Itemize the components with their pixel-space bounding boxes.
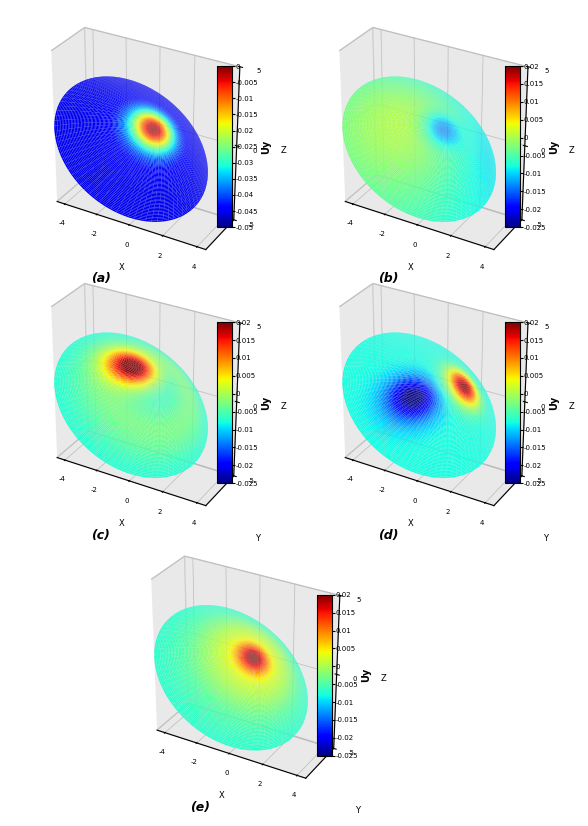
Text: (b): (b) — [379, 273, 399, 286]
Text: (a): (a) — [91, 273, 111, 286]
Y-axis label: Y: Y — [543, 278, 548, 287]
Text: (e): (e) — [191, 801, 211, 814]
Y-axis label: Uy: Uy — [261, 396, 271, 410]
X-axis label: X: X — [119, 519, 125, 528]
Y-axis label: Uy: Uy — [549, 396, 559, 410]
X-axis label: X: X — [407, 263, 413, 272]
X-axis label: X: X — [119, 263, 125, 272]
Y-axis label: Uy: Uy — [261, 140, 271, 154]
X-axis label: X: X — [219, 791, 225, 800]
Y-axis label: Y: Y — [255, 278, 260, 287]
Y-axis label: Y: Y — [355, 806, 360, 815]
Text: (c): (c) — [91, 529, 110, 542]
Y-axis label: Uy: Uy — [549, 140, 559, 154]
Y-axis label: Y: Y — [543, 534, 548, 543]
X-axis label: X: X — [407, 519, 413, 528]
Y-axis label: Uy: Uy — [361, 668, 371, 682]
Text: (d): (d) — [379, 529, 399, 542]
Y-axis label: Y: Y — [255, 534, 260, 543]
